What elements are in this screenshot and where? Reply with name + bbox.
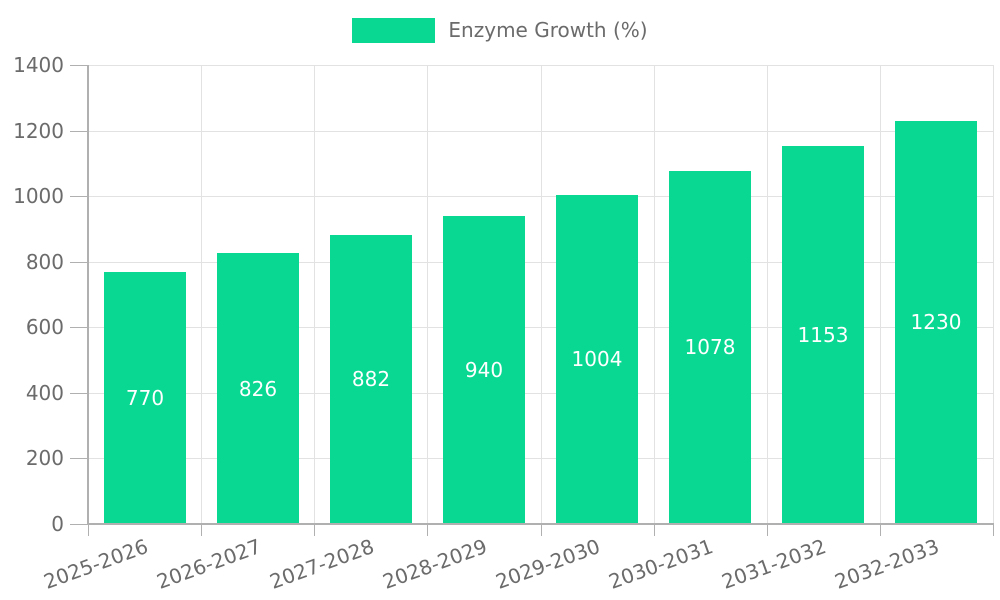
y-axis-tick-label: 0 [51, 512, 64, 536]
y-gridline [88, 262, 993, 263]
bar[interactable] [104, 272, 186, 523]
x-axis-tick [654, 524, 655, 536]
x-gridline [427, 65, 428, 524]
x-gridline [880, 65, 881, 524]
y-axis-tick-label: 1000 [13, 184, 64, 208]
x-axis-tick [314, 524, 315, 536]
bar[interactable] [669, 171, 751, 523]
x-axis-tick [201, 524, 202, 536]
legend-swatch [352, 18, 436, 43]
bar-value-label: 940 [464, 358, 504, 382]
x-gridline [654, 65, 655, 524]
x-gridline [993, 65, 994, 524]
x-gridline [541, 65, 542, 524]
bar-value-label: 882 [351, 367, 391, 391]
y-axis-tick [70, 524, 88, 525]
x-gridline [314, 65, 315, 524]
y-axis-tick [70, 458, 88, 459]
y-axis-tick-label: 400 [25, 381, 64, 405]
y-gridline [88, 196, 993, 197]
y-axis-tick [70, 393, 88, 394]
bar[interactable] [330, 235, 412, 523]
x-axis-line [87, 523, 994, 525]
y-gridline [88, 327, 993, 328]
bar-value-label: 1004 [571, 347, 623, 371]
x-axis-tick [88, 524, 89, 536]
x-axis-tick [880, 524, 881, 536]
x-axis-tick [767, 524, 768, 536]
x-axis-tick [993, 524, 994, 536]
bar-value-label: 770 [125, 386, 165, 410]
y-axis-tick [70, 196, 88, 197]
y-axis-tick-label: 800 [25, 250, 64, 274]
bar-value-label: 1078 [684, 335, 736, 359]
legend-label: Enzyme Growth (%) [448, 18, 648, 42]
x-gridline [767, 65, 768, 524]
y-gridline [88, 393, 993, 394]
y-gridline [88, 458, 993, 459]
y-axis-line [87, 65, 89, 525]
bar-value-label: 826 [238, 377, 278, 401]
y-axis-tick [70, 131, 88, 132]
y-axis-tick-label: 1400 [13, 53, 64, 77]
y-axis-tick [70, 65, 88, 66]
bar-value-label: 1153 [797, 323, 849, 347]
y-axis-tick-label: 1200 [13, 119, 64, 143]
y-axis-tick [70, 327, 88, 328]
bar[interactable] [782, 146, 864, 523]
y-axis-tick-label: 600 [25, 315, 64, 339]
chart-legend[interactable]: Enzyme Growth (%) [0, 18, 1000, 43]
y-axis-tick [70, 262, 88, 263]
y-gridline [88, 65, 993, 66]
bar-value-label: 1230 [910, 310, 962, 334]
x-axis-tick [427, 524, 428, 536]
y-axis-tick-label: 200 [25, 446, 64, 470]
x-gridline [201, 65, 202, 524]
bar[interactable] [895, 121, 977, 523]
x-axis-tick [541, 524, 542, 536]
bar[interactable] [556, 195, 638, 523]
bar[interactable] [217, 253, 299, 523]
y-gridline [88, 131, 993, 132]
bar[interactable] [443, 216, 525, 523]
